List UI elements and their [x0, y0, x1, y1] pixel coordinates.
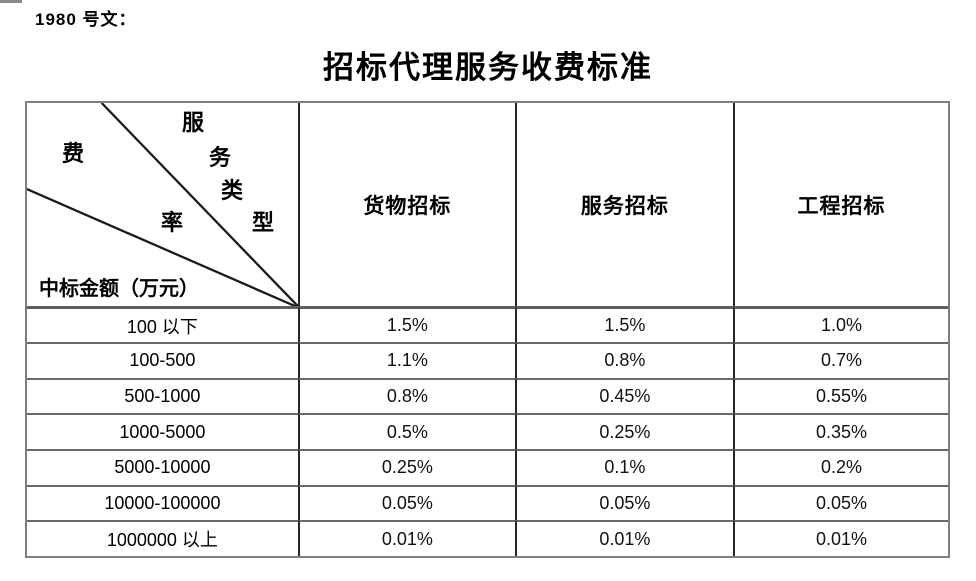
doc-reference: 1980 号文： — [35, 10, 137, 29]
column-header-engineering: 工程招标 — [732, 103, 948, 307]
cell-value: 0.7% — [732, 341, 948, 378]
column-header-service: 服务招标 — [514, 103, 733, 307]
diagonal-divider-lines — [27, 103, 298, 307]
row-amount: 5000-10000 — [27, 448, 298, 485]
cell-value: 0.25% — [514, 413, 733, 449]
cell-value: 0.05% — [514, 484, 733, 521]
cell-value: 1.5% — [514, 306, 733, 342]
cell-value: 0.45% — [514, 377, 733, 414]
corner-amount-label: 中标金额（万元） — [39, 278, 199, 301]
cell-value: 0.8% — [297, 377, 515, 414]
corner-char-rate-1: 费 — [61, 141, 84, 166]
table-corner-cell: 服 务 类 型 费 率 中标金额（万元） — [27, 103, 298, 307]
cell-value: 0.2% — [732, 448, 948, 485]
cell-value: 0.01% — [297, 520, 515, 556]
row-amount: 500-1000 — [27, 377, 298, 414]
cell-value: 0.05% — [732, 484, 948, 521]
cell-value: 1.5% — [297, 306, 515, 342]
row-amount: 1000000 以上 — [27, 520, 298, 556]
page-title: 招标代理服务收费标准 — [323, 50, 653, 85]
row-amount: 10000-100000 — [27, 484, 298, 521]
corner-char-service-3: 类 — [220, 178, 243, 203]
cell-value: 0.8% — [514, 341, 733, 378]
scan-artifact — [0, 0, 22, 3]
row-amount: 1000-5000 — [27, 413, 298, 449]
column-header-goods: 货物招标 — [297, 103, 515, 307]
cell-value: 0.1% — [514, 448, 733, 485]
cell-value: 0.05% — [297, 484, 515, 521]
cell-value: 1.0% — [732, 306, 948, 342]
cell-value: 0.01% — [514, 520, 733, 556]
row-amount: 100 以下 — [27, 306, 298, 342]
corner-char-service-2: 务 — [208, 145, 231, 170]
cell-value: 0.01% — [732, 520, 948, 556]
row-amount: 100-500 — [27, 341, 298, 378]
cell-value: 1.1% — [297, 341, 515, 378]
corner-char-service-4: 型 — [251, 210, 274, 235]
cell-value: 0.25% — [297, 448, 515, 485]
cell-value: 0.35% — [732, 413, 948, 449]
cell-value: 0.55% — [732, 377, 948, 414]
cell-value: 0.5% — [297, 413, 515, 449]
corner-char-rate-2: 率 — [160, 210, 183, 235]
corner-char-service-1: 服 — [181, 110, 204, 135]
fee-table: 服 务 类 型 费 率 中标金额（万元） 货物招标 服务招标 工程招标 100 … — [25, 101, 950, 558]
